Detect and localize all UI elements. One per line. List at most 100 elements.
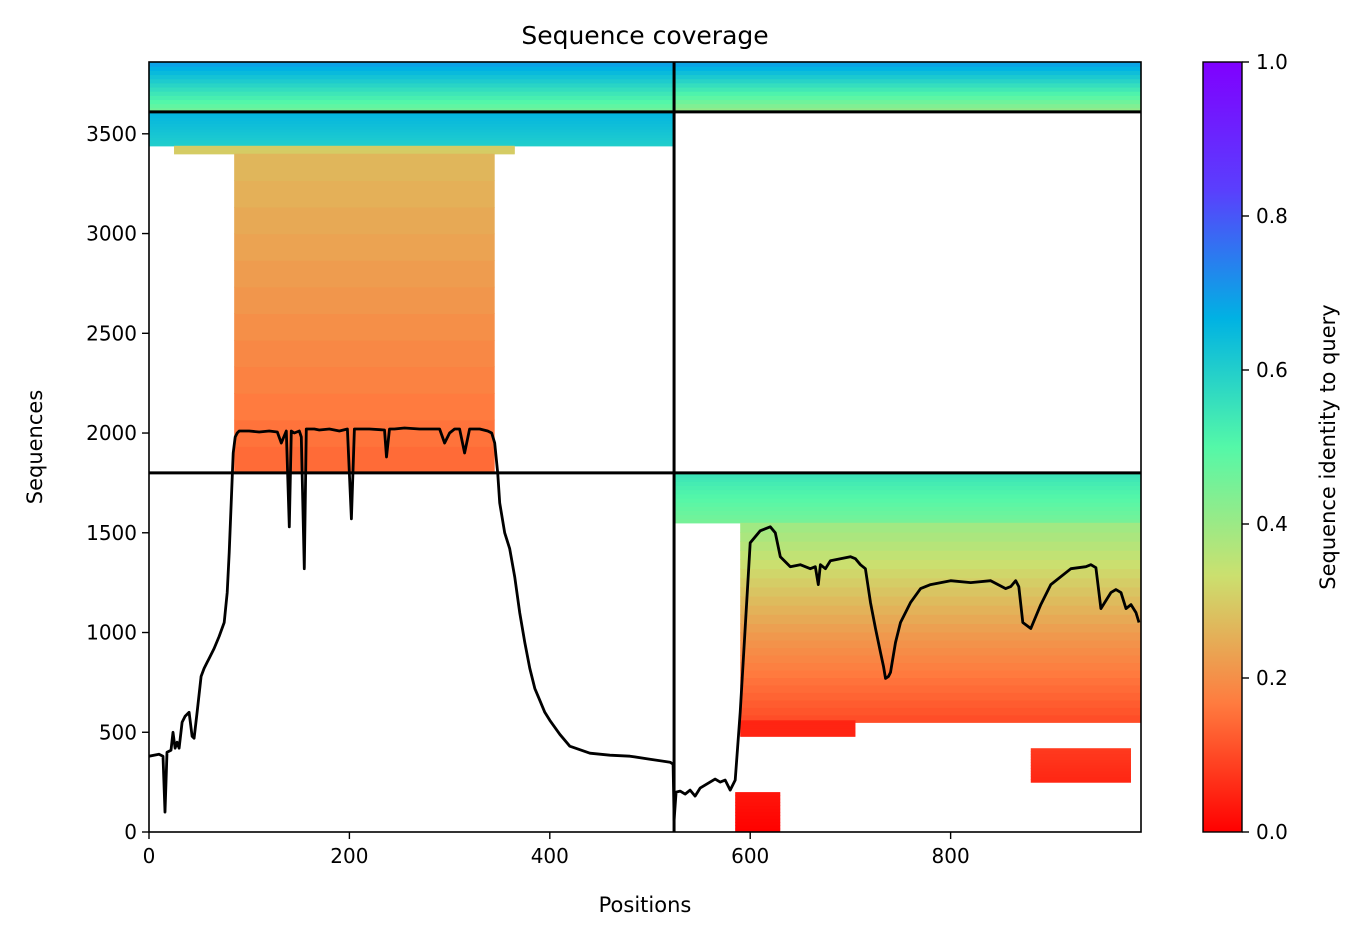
coverage-band — [674, 107, 1141, 113]
colorbar-tick-label: 0.4 — [1256, 512, 1288, 536]
x-tick-label: 200 — [330, 844, 368, 868]
y-axis: 0 500 1000 1500 2000 2500 3000 3500 — [86, 122, 149, 844]
coverage-band — [674, 66, 1141, 71]
coverage-block — [234, 153, 495, 474]
colorbar-tick-label: 1.0 — [1256, 50, 1288, 74]
coverage-band — [149, 134, 675, 138]
coverage-band — [234, 286, 495, 314]
coverage-band — [740, 614, 1141, 624]
y-tick-label: 2500 — [86, 321, 137, 345]
coverage-block — [674, 472, 1141, 524]
coverage-band — [740, 586, 1141, 597]
coverage-band — [735, 795, 781, 800]
coverage-band — [674, 481, 1141, 487]
coverage-band — [234, 180, 495, 208]
coverage-band — [740, 595, 1141, 606]
coverage-band — [174, 151, 515, 153]
coverage-band — [735, 828, 781, 832]
coverage-band — [149, 95, 675, 101]
coverage-band — [149, 111, 675, 116]
coverage-band — [1030, 770, 1131, 775]
coverage-band — [740, 639, 1141, 649]
coverage-band — [740, 522, 1141, 533]
colorbar-tick-label: 0.0 — [1256, 820, 1288, 844]
colorbar-tick-label: 0.6 — [1256, 358, 1288, 382]
coverage-band — [234, 313, 495, 341]
coverage-band — [740, 728, 856, 731]
coverage-band — [149, 140, 675, 144]
plot-area — [149, 62, 1141, 832]
coverage-band — [1030, 753, 1131, 758]
coverage-band — [234, 206, 495, 235]
coverage-band — [740, 669, 1141, 679]
coverage-band — [174, 147, 515, 149]
coverage-band — [740, 720, 856, 723]
x-axis: 0 200 400 600 800 — [143, 832, 970, 868]
coverage-line — [149, 426, 1141, 822]
coverage-band — [740, 722, 856, 725]
coverage-band — [740, 721, 856, 724]
y-tick-label: 3500 — [86, 122, 137, 146]
coverage-block — [735, 792, 781, 832]
chart-title: Sequence coverage — [521, 21, 768, 50]
coverage-band — [740, 662, 1141, 671]
y-tick-label: 2000 — [86, 421, 137, 445]
coverage-block — [174, 145, 515, 155]
coverage-band — [740, 531, 1141, 542]
coverage-band — [740, 733, 856, 736]
coverage-band — [735, 805, 781, 810]
colorbar: 0.0 0.2 0.4 0.6 0.8 1.0 Sequence identity to … — [1202, 50, 1340, 844]
coverage-band — [740, 559, 1141, 570]
coverage-band — [1030, 779, 1131, 783]
coverage-band — [149, 142, 675, 147]
coverage-band — [149, 120, 675, 124]
coverage-band — [234, 366, 495, 394]
coverage-band — [674, 502, 1141, 507]
colorbar-ticks: 0.0 0.2 0.4 0.6 0.8 1.0 — [1242, 50, 1288, 844]
coverage-band — [740, 654, 1141, 664]
coverage-band — [174, 149, 515, 152]
coverage-band — [735, 792, 781, 797]
coverage-band — [735, 822, 781, 826]
coverage-band — [740, 725, 856, 728]
colorbar-bar — [1202, 61, 1243, 833]
coverage-band — [234, 419, 495, 447]
coverage-band — [740, 684, 1141, 693]
coverage-band — [174, 150, 515, 152]
coverage-band — [174, 152, 515, 154]
coverage-band — [735, 808, 781, 813]
coverage-band — [234, 446, 495, 474]
coverage-band — [234, 153, 495, 181]
coverage-band — [735, 798, 781, 803]
coverage-band — [735, 825, 781, 830]
coverage-band — [1030, 773, 1131, 778]
coverage-band — [149, 62, 675, 67]
y-tick-label: 1000 — [86, 621, 137, 645]
coverage-band — [1030, 748, 1131, 752]
coverage-band — [674, 497, 1141, 503]
coverage-band — [740, 730, 856, 733]
coverage-band — [149, 70, 675, 76]
coverage-band — [674, 99, 1141, 105]
coverage-band — [674, 95, 1141, 101]
coverage-band — [740, 632, 1141, 641]
coverage-band — [149, 131, 675, 136]
coverage-band — [174, 145, 515, 148]
coverage-band — [740, 726, 856, 729]
coverage-band — [1030, 756, 1131, 761]
coverage-band — [740, 605, 1141, 615]
y-tick-label: 500 — [99, 720, 137, 744]
coverage-band — [174, 147, 515, 150]
coverage-band — [1030, 759, 1131, 763]
coverage-band — [234, 393, 495, 421]
coverage-band — [740, 732, 856, 735]
coverage-band — [740, 714, 1141, 723]
coverage-block — [1030, 748, 1131, 783]
coverage-band — [234, 339, 495, 368]
coverage-band — [674, 103, 1141, 109]
coverage-band — [674, 510, 1141, 516]
colorbar-tick-label: 0.8 — [1256, 204, 1288, 228]
coverage-block — [149, 62, 675, 113]
coverage-band — [174, 153, 515, 155]
coverage-band — [735, 802, 781, 807]
